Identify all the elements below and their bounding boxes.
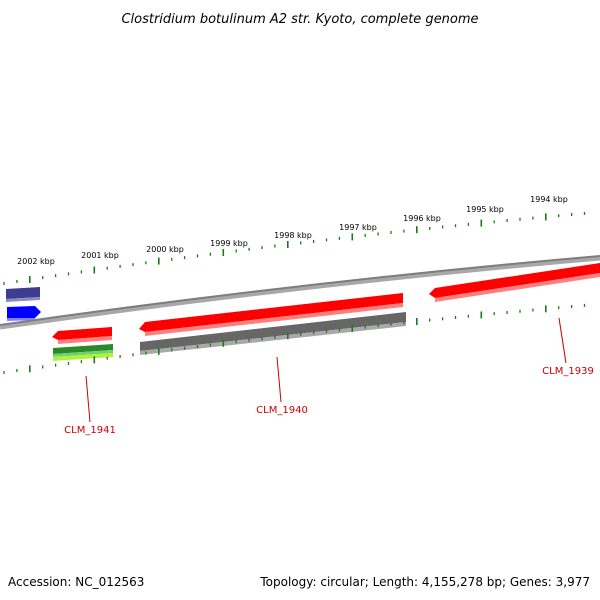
leader-clm1941	[85, 375, 91, 423]
scale-labels: 2002 kbp 2001 kbp 2000 kbp 1999 kbp 1998…	[17, 195, 568, 266]
gene-label-clm1940[interactable]: CLM_1940	[256, 405, 308, 416]
green-feature[interactable]	[53, 344, 113, 361]
gene-label-clm1941[interactable]: CLM_1941	[64, 425, 116, 436]
scale-label-1999: 1999 kbp	[210, 239, 248, 248]
gene-label-clm1939[interactable]: CLM_1939	[542, 366, 594, 377]
leader-clm1939	[558, 317, 567, 364]
forward-features	[6, 263, 600, 336]
genome-summary-text: Topology: circular; Length: 4,155,278 bp…	[259, 575, 590, 589]
blue-arrow-feature[interactable]	[7, 306, 41, 321]
scale-label-1997: 1997 kbp	[339, 223, 377, 232]
scale-label-1998: 1998 kbp	[274, 231, 312, 240]
scale-label-1995: 1995 kbp	[466, 205, 504, 214]
outer-scale-ticks	[3, 211, 586, 285]
leader-clm1940	[276, 356, 282, 403]
scale-label-2000: 2000 kbp	[146, 245, 184, 254]
accession-text: Accession: NC_012563	[8, 575, 144, 589]
scale-label-2002: 2002 kbp	[17, 257, 55, 266]
gene-labels: CLM_1941 CLM_1940 CLM_1939	[64, 317, 594, 436]
red-feature-clm1940-forward[interactable]	[139, 293, 403, 336]
navy-feature[interactable]	[6, 287, 40, 302]
red-feature-clm1941[interactable]	[52, 327, 112, 344]
scale-label-1996: 1996 kbp	[403, 214, 441, 223]
inner-scale-ticks	[3, 303, 586, 374]
red-feature-clm1939[interactable]	[429, 263, 600, 302]
scale-label-2001: 2001 kbp	[81, 251, 119, 260]
scale-label-1994: 1994 kbp	[530, 195, 568, 204]
map-title: Clostridium botulinum A2 str. Kyoto, com…	[121, 12, 478, 27]
genome-backbone	[0, 255, 600, 330]
